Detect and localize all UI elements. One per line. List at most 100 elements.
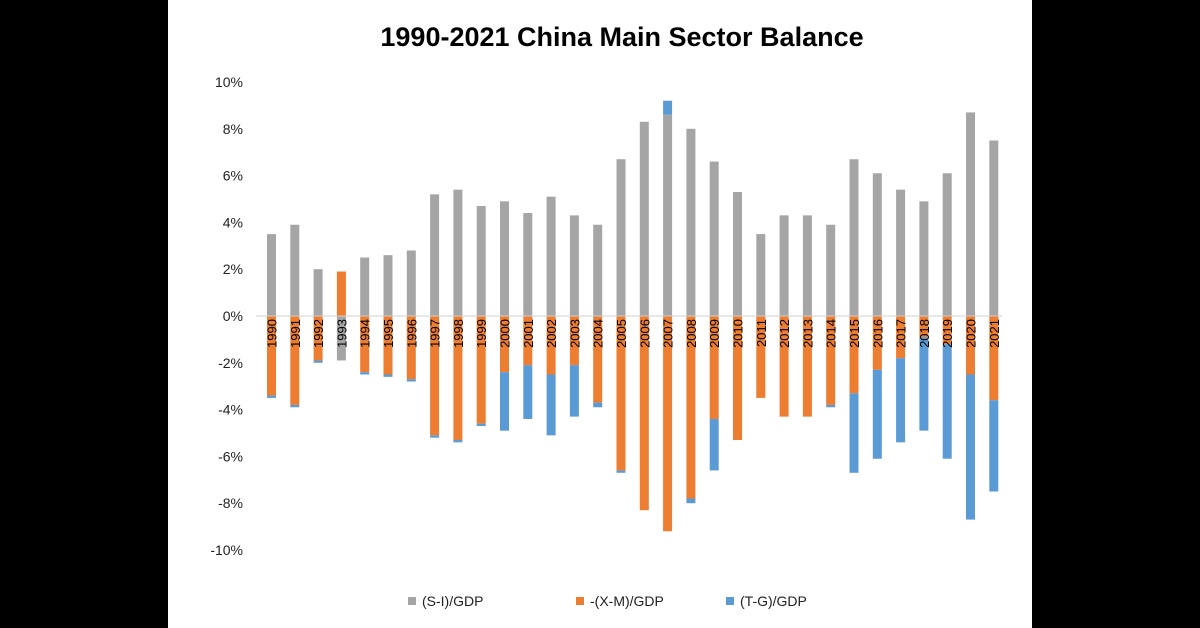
x-category-label: 2015 — [847, 319, 862, 348]
bar-segment — [616, 316, 626, 471]
bar-segment — [919, 337, 929, 431]
x-category-label: 2011 — [754, 319, 769, 347]
bar-segment — [290, 316, 300, 405]
bar-segment — [546, 316, 556, 375]
bar-segment — [849, 393, 859, 473]
bar-segment — [989, 400, 999, 492]
bar-segment — [756, 316, 766, 398]
x-category-label: 2009 — [707, 319, 722, 348]
bar-segment — [453, 440, 463, 443]
bar-segment — [313, 316, 323, 361]
bar-segment — [476, 316, 486, 424]
bar-segment — [756, 234, 766, 316]
x-category-label: 2006 — [637, 319, 652, 348]
bar-segment — [267, 316, 276, 396]
bar-segment — [476, 423, 486, 426]
legend-label: (T-G)/GDP — [740, 593, 807, 609]
bar-segment — [802, 215, 812, 316]
x-category-label: 1990 — [265, 319, 280, 348]
x-category-label: 2003 — [567, 319, 582, 348]
bar-segment — [849, 316, 859, 394]
x-category-label: 2010 — [731, 319, 746, 348]
y-tick-label: -2% — [218, 355, 243, 371]
x-category-label: 2020 — [964, 319, 979, 348]
bar-segment — [430, 435, 440, 438]
legend: (S-I)/GDP -(X-M)/GDP (T-G)/GDP — [408, 593, 807, 609]
bar-segment — [336, 316, 346, 361]
bar-segment — [383, 374, 393, 377]
x-category-label: 2005 — [614, 319, 629, 348]
bar-segment — [779, 215, 789, 316]
x-category-label: 1999 — [474, 319, 489, 348]
x-category-label: 2016 — [870, 319, 885, 348]
bar-segment — [406, 316, 416, 380]
bar-segment — [546, 374, 556, 436]
bar-segment — [826, 404, 836, 408]
x-category-label: 2002 — [544, 319, 559, 348]
bar-segment — [267, 395, 276, 398]
x-category-label: 1991 — [288, 319, 303, 348]
bar-segment — [500, 201, 509, 316]
bar-segment — [616, 470, 626, 473]
bar-segment — [406, 250, 416, 316]
bar-segment — [663, 100, 673, 115]
bar-segment — [500, 372, 509, 431]
bar-segment — [267, 234, 276, 316]
bar-segment — [919, 201, 929, 316]
bar-segment — [430, 316, 440, 436]
bar-segment — [523, 365, 533, 419]
bar-segment — [733, 191, 742, 316]
bar-segment — [569, 365, 579, 417]
chart-title: 1990-2021 China Main Sector Balance — [380, 22, 863, 52]
bar-segment — [942, 344, 952, 459]
y-tick-label: -6% — [218, 448, 243, 464]
bar-segment — [290, 224, 300, 316]
y-tick-label: 4% — [223, 214, 243, 230]
sector-balance-chart: 1990-2021 China Main Sector Balance 10% 8… — [210, 22, 1002, 609]
legend-swatch — [408, 597, 416, 605]
y-tick-label: 0% — [223, 308, 243, 324]
bar-segment — [406, 379, 416, 382]
bar-segment — [872, 173, 882, 316]
x-category-label: 2012 — [777, 319, 792, 348]
x-category-label: 1998 — [451, 319, 466, 348]
bar-segment — [709, 418, 719, 471]
bar-segment — [686, 316, 696, 499]
bar-segment — [733, 316, 742, 441]
bar-segment — [453, 316, 463, 441]
bar-segment — [872, 369, 882, 459]
y-tick-label: 6% — [223, 168, 243, 184]
bar-segment — [872, 316, 882, 370]
bar-segment — [523, 316, 533, 366]
x-category-label: 1997 — [428, 319, 443, 348]
bars-group — [267, 100, 999, 532]
bar-segment — [966, 112, 975, 316]
bar-segment — [336, 271, 346, 316]
bar-segment — [593, 224, 603, 316]
x-category-label: 2021 — [987, 319, 1002, 348]
bar-segment — [546, 196, 556, 316]
x-category-label: 1992 — [311, 319, 326, 348]
x-category-label: 2018 — [917, 319, 932, 348]
y-tick-label: 2% — [223, 261, 243, 277]
y-tick-label: 8% — [223, 121, 243, 137]
bar-segment — [500, 316, 509, 373]
bar-segment — [290, 404, 300, 408]
bar-segment — [663, 114, 673, 316]
bar-segment — [802, 316, 812, 417]
bar-segment — [313, 360, 323, 363]
bar-segment — [430, 194, 440, 316]
x-category-label: 2013 — [800, 319, 815, 348]
bar-segment — [639, 316, 649, 511]
bar-segment — [313, 269, 323, 316]
bar-segment — [476, 206, 486, 316]
bar-segment — [942, 173, 952, 316]
bar-segment — [593, 316, 603, 403]
bar-segment — [593, 402, 603, 408]
y-tick-label: -10% — [210, 542, 243, 558]
bar-segment — [919, 316, 929, 338]
chart-panel: 1990-2021 China Main Sector Balance 10% 8… — [168, 0, 1032, 628]
bar-segment — [896, 358, 906, 443]
bar-segment — [896, 316, 906, 359]
bar-segment — [686, 498, 696, 504]
